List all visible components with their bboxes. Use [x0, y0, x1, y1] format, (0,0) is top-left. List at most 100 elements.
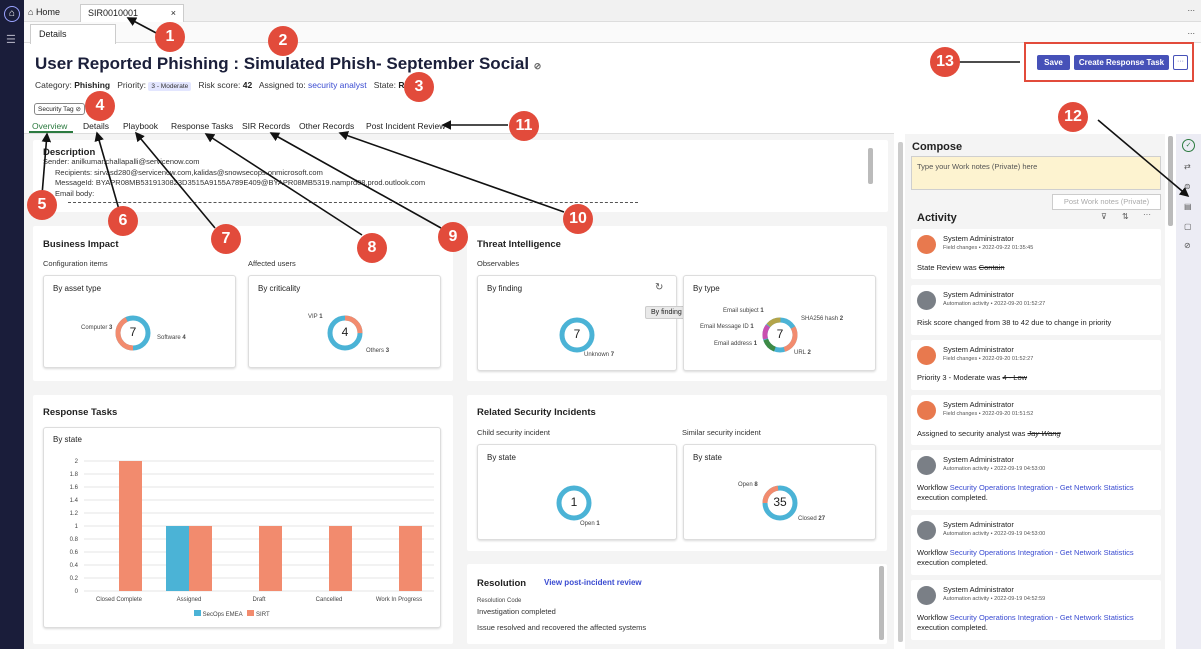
legend-name: Unknown [584, 352, 610, 358]
workflow-link[interactable]: Security Operations Integration - Get Ne… [949, 483, 1134, 492]
response-tasks-title: Response Tasks [43, 407, 118, 418]
asset-type-card: By asset type 7 Computer 3 Software 4 [43, 275, 236, 368]
activity-author: System Administrator [943, 585, 1014, 594]
x-tick-label: Draft [252, 597, 265, 603]
filter-icon[interactable]: ⊽ [1101, 212, 1107, 221]
y-tick-label: 0 [75, 589, 79, 595]
callout-highlight-box [1024, 42, 1194, 82]
bar-sirt[interactable] [329, 526, 352, 591]
callout-3: 3 [404, 72, 434, 102]
save-button[interactable]: Save [1037, 55, 1070, 70]
attachment-icon[interactable]: ⊘ [1184, 241, 1191, 250]
resolution-notes: Issue resolved and recovered the affecte… [477, 623, 647, 632]
tab-playbook[interactable]: Playbook [123, 121, 158, 131]
title-text: User Reported Phishing : Simulated Phish… [35, 54, 530, 73]
automation-icon [917, 586, 936, 605]
tab-overview[interactable]: Overview [32, 121, 68, 131]
callout-8: 8 [357, 233, 387, 263]
y-tick-label: 0.2 [70, 576, 79, 582]
more-actions-button[interactable]: ··· [1173, 55, 1188, 70]
donut-label-a: VIP 1 [308, 314, 323, 320]
related-incidents-panel: Related Security Incidents Child securit… [467, 395, 887, 551]
activity-item: System Administrator Field changes • 202… [911, 340, 1161, 390]
legend-swatch [247, 610, 255, 616]
tab-other-records[interactable]: Other Records [299, 121, 355, 131]
sidebar-scrollbar[interactable] [1168, 136, 1173, 226]
sort-icon[interactable]: ⇅ [1122, 212, 1129, 221]
y-tick-label: 0.6 [70, 550, 79, 556]
activity-meta: Automation activity • 2022-09-20 01:52:2… [943, 301, 1046, 307]
description-line: Recipients: sirvasd280@servicenow.com,ka… [55, 167, 323, 177]
field-change-icon [917, 401, 936, 420]
tag-icon[interactable]: ⊘ [533, 61, 542, 71]
view-post-incident-review-link[interactable]: View post-incident review [544, 578, 642, 587]
tab-home[interactable]: ⌂ Home [28, 4, 60, 22]
legend-value: 3 [385, 348, 390, 354]
y-tick-label: 0.4 [70, 563, 79, 569]
post-work-notes-button[interactable]: Post Work notes (Private) [1052, 194, 1161, 210]
tab-response-tasks[interactable]: Response Tasks [171, 121, 234, 131]
refresh-icon[interactable]: ↻ [655, 282, 664, 293]
risk-value: 42 [242, 80, 253, 90]
tab-record[interactable]: SIR0010001 × [80, 4, 184, 22]
scrollbar[interactable] [879, 566, 884, 640]
bar-sirt[interactable] [259, 526, 282, 591]
create-response-task-button[interactable]: Create Response Task [1074, 55, 1169, 70]
bar-sirt[interactable] [189, 526, 212, 591]
donut-label-a: Open 1 [580, 521, 600, 527]
menu-icon[interactable]: ☰ [6, 34, 16, 46]
y-tick-label: 1.2 [70, 511, 79, 517]
tab-sir-records[interactable]: SIR Records [242, 121, 291, 131]
more-icon[interactable]: ··· [1143, 210, 1151, 219]
workflow-link[interactable]: Security Operations Integration - Get Ne… [949, 613, 1134, 622]
compose-icon[interactable]: ✓ [1182, 139, 1195, 152]
card-title: By criticality [258, 284, 301, 293]
priority-label: Priority: [117, 80, 147, 90]
bar-sirt[interactable] [119, 461, 142, 591]
close-icon[interactable]: × [170, 8, 176, 18]
tab-record-label: SIR0010001 [88, 8, 139, 18]
tab-details-record[interactable]: Details [83, 121, 109, 131]
search-icon[interactable]: ⊜ [1184, 182, 1191, 191]
home-icon[interactable]: ⌂ [4, 6, 20, 22]
scrollbar[interactable] [868, 148, 873, 184]
donut-label: SHA256 hash 2 [801, 316, 843, 322]
donut-label-b: Others 3 [366, 348, 389, 354]
flow-icon[interactable]: ⇄ [1184, 162, 1191, 171]
more-icon[interactable]: ... [1187, 26, 1195, 36]
x-tick-label: Cancelled [316, 597, 343, 603]
legend-name: Email Message ID [700, 324, 749, 330]
category-value: Phishing [74, 80, 111, 90]
activity-body: Assigned to security analyst was Jay Wan… [917, 429, 1157, 439]
legend-value: 2 [807, 350, 811, 356]
y-tick-label: 0.8 [70, 537, 79, 543]
risk-label: Risk score: [198, 80, 241, 90]
activity-body: Workflow Security Operations Integration… [917, 483, 1157, 503]
more-icon[interactable]: ... [1187, 3, 1195, 13]
legend-value: 2 [839, 316, 844, 322]
tab-details[interactable]: Details [30, 24, 116, 44]
activity-item: System Administrator Field changes • 202… [911, 395, 1161, 445]
workflow-link[interactable]: Security Operations Integration - Get Ne… [949, 548, 1134, 557]
tab-post-incident-review[interactable]: Post Incident Review [366, 121, 446, 131]
document-icon[interactable]: ▢ [1184, 222, 1192, 231]
donut-label-b: Closed 27 [798, 516, 825, 522]
callout-9: 9 [438, 222, 468, 252]
response-tasks-panel: Response Tasks By state 0 0.2 0.4 0.6 0.8 1 1.… [33, 395, 453, 644]
legend-name: Email subject [723, 308, 759, 314]
bar-sirt[interactable] [399, 526, 422, 591]
main-scrollbar[interactable] [898, 142, 903, 642]
bar-secops-emea[interactable] [166, 526, 189, 591]
criticality-donut [327, 315, 363, 351]
donut-label-a: Computer 3 [81, 325, 112, 331]
security-tag[interactable]: Security Tag ⊘ [34, 103, 85, 115]
donut-total: 7 [129, 325, 137, 339]
work-notes-input[interactable]: Type your Work notes (Private) here [911, 156, 1161, 190]
activity-text: Workflow [917, 548, 950, 557]
assigned-link[interactable]: security analyst [308, 80, 367, 90]
observables-label: Observables [477, 259, 520, 268]
list-icon[interactable]: ▤ [1184, 202, 1192, 211]
legend-value: 1 [319, 314, 323, 320]
activity-meta: Automation activity • 2022-09-19 04:53:0… [943, 466, 1046, 472]
description-line: Sender: anilkumar.challapalli@servicenow… [43, 157, 200, 166]
